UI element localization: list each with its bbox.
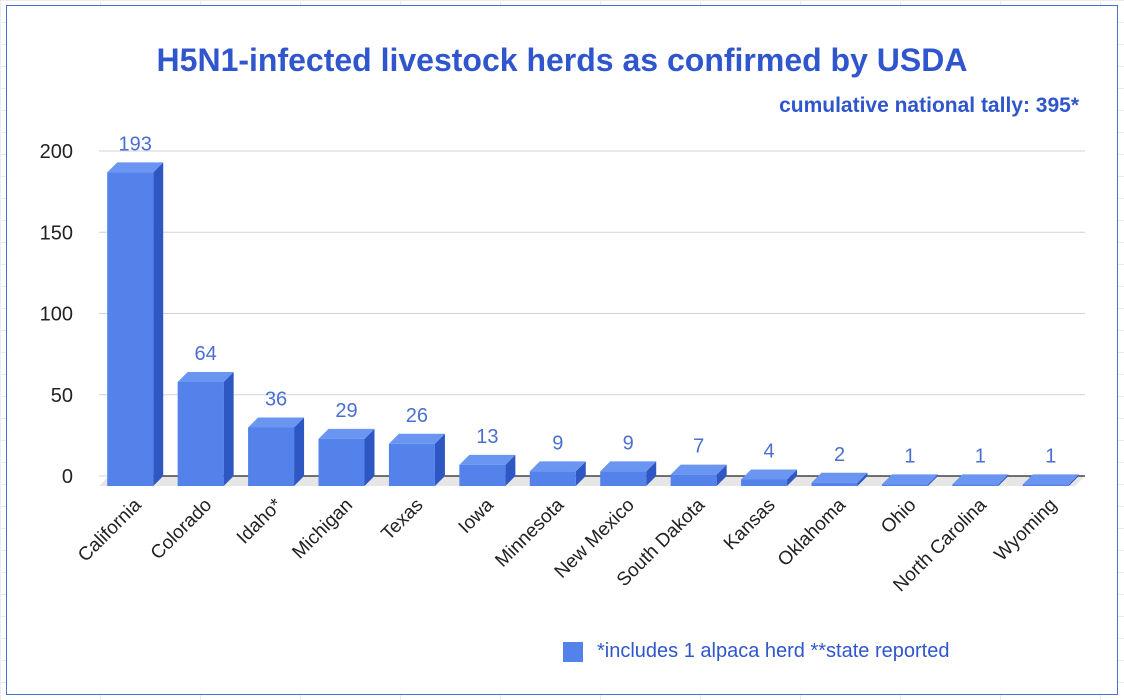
bar-side <box>364 428 375 486</box>
bar <box>811 482 858 486</box>
x-tick-label: Oklahoma <box>774 494 850 570</box>
bar-top <box>107 162 164 173</box>
bar-chart-plot: 0 50 100 150 200 193 California 64 Colorado 36 Ida… <box>40 133 1085 596</box>
x-tick-label: Texas <box>378 495 428 545</box>
y-tick-label: 50 <box>51 385 73 407</box>
bar <box>600 471 647 486</box>
bar-top <box>952 474 1009 485</box>
bar <box>1022 484 1069 486</box>
bar-side <box>857 472 868 486</box>
bar-top <box>741 469 798 480</box>
y-tick-label: 150 <box>40 222 73 244</box>
data-label: 2 <box>834 444 845 466</box>
bar-top <box>881 474 938 485</box>
bar-side <box>223 372 234 486</box>
bar <box>318 438 365 486</box>
x-tick-label: Michigan <box>288 495 357 564</box>
bar-side <box>716 464 727 486</box>
bar-top <box>318 428 375 439</box>
chart-legend: *includes 1 alpaca herd **state reported <box>563 640 949 663</box>
y-tick-label: 100 <box>40 304 73 326</box>
bar <box>388 443 435 486</box>
chart-subtitle: cumulative national tally: 395* <box>779 94 1079 117</box>
data-label: 1 <box>1045 445 1056 467</box>
x-tick-label: California <box>74 494 146 566</box>
x-tick-label: Kansas <box>720 495 780 555</box>
bar <box>952 484 999 486</box>
bar-top <box>248 417 305 428</box>
bar-top <box>388 433 445 444</box>
x-tick-label: Minnesota <box>491 494 568 571</box>
bar-side <box>153 162 164 486</box>
data-label: 193 <box>119 133 152 155</box>
bar-side <box>434 433 445 486</box>
bar <box>177 382 224 486</box>
data-label: 29 <box>335 400 357 422</box>
bar <box>881 484 928 486</box>
legend-label: *includes 1 alpaca herd **state reported <box>597 640 950 662</box>
data-label: 9 <box>552 432 563 454</box>
bar-side <box>294 417 305 486</box>
x-tick-label: Wyoming <box>991 495 1062 566</box>
bar <box>670 474 717 486</box>
bar <box>741 479 788 486</box>
data-label: 36 <box>265 389 287 411</box>
bar-top <box>529 461 586 472</box>
bar-top <box>459 454 516 465</box>
x-tick-label: Colorado <box>147 495 216 564</box>
chart-container[interactable]: H5N1-infected livestock herds as confirm… <box>6 5 1118 695</box>
bar-top <box>177 372 234 382</box>
legend-swatch <box>563 641 583 662</box>
y-tick-label: 0 <box>62 466 73 488</box>
x-tick-label: Idaho* <box>233 494 287 548</box>
data-label: 7 <box>693 436 704 458</box>
bar-side <box>575 461 586 486</box>
bar-side <box>646 461 657 486</box>
data-label: 9 <box>623 432 634 454</box>
chart-floor <box>99 476 1085 486</box>
bar-top <box>811 472 868 483</box>
bar <box>459 464 506 486</box>
x-tick-label: Iowa <box>455 494 499 538</box>
y-tick-label: 200 <box>40 141 73 163</box>
bar-side <box>927 474 938 486</box>
bar <box>248 427 295 486</box>
data-label: 64 <box>195 343 217 365</box>
bar-top <box>670 464 727 475</box>
data-label: 13 <box>476 426 498 448</box>
bar <box>529 471 576 486</box>
bar-side <box>787 469 798 486</box>
bar-side <box>505 454 516 486</box>
bar-top <box>1022 474 1079 485</box>
bar <box>107 172 154 486</box>
chart-title: H5N1-infected livestock herds as confirm… <box>156 42 968 78</box>
x-tick-label: Ohio <box>877 495 920 538</box>
data-label: 26 <box>406 405 428 427</box>
bar-side <box>998 474 1009 486</box>
data-label: 1 <box>904 445 915 467</box>
bar-top <box>600 461 657 472</box>
bar-side <box>1068 474 1079 486</box>
data-label: 4 <box>764 441 775 463</box>
data-label: 1 <box>975 445 986 467</box>
